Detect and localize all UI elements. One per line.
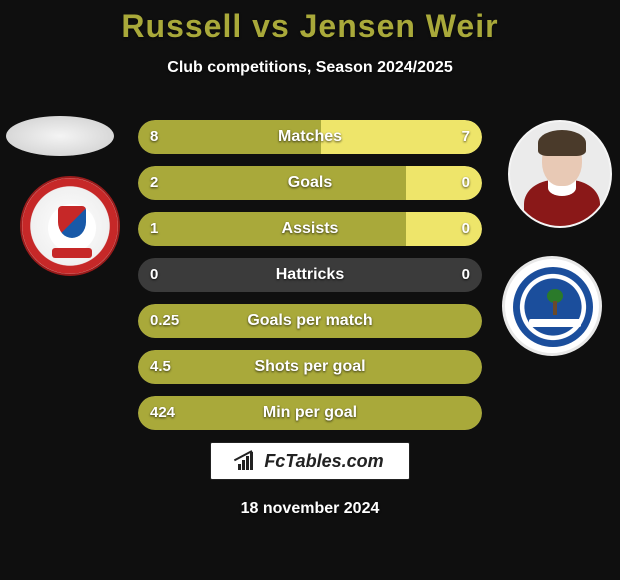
stats-container: Matches87Goals20Assists10Hattricks00Goal… xyxy=(138,120,482,442)
stat-value-left: 4.5 xyxy=(150,350,171,384)
fctables-logo: FcTables.com xyxy=(210,442,410,480)
stat-row: Goals per match0.25 xyxy=(138,304,482,338)
stat-label: Assists xyxy=(138,212,482,246)
stat-label: Goals per match xyxy=(138,304,482,338)
date-text: 18 november 2024 xyxy=(0,500,620,518)
stat-label: Hattricks xyxy=(138,258,482,292)
chart-icon xyxy=(236,452,258,470)
player-left-avatar xyxy=(6,116,114,156)
stat-value-left: 1 xyxy=(150,212,158,246)
stat-row: Matches8 7 xyxy=(138,120,482,154)
stat-label: Goals xyxy=(138,166,482,200)
stat-value-left: 2 xyxy=(150,166,158,200)
barnsley-badge xyxy=(20,176,120,276)
stat-value-left: 0.25 xyxy=(150,304,179,338)
page-title: Russell vs Jensen Weir xyxy=(0,0,620,45)
stat-value-right: 7 xyxy=(462,120,470,154)
stat-label: Min per goal xyxy=(138,396,482,430)
stat-value-left: 8 xyxy=(150,120,158,154)
stat-value-right: 0 xyxy=(462,258,470,292)
subtitle: Club competitions, Season 2024/2025 xyxy=(0,59,620,77)
player-right-avatar xyxy=(508,120,612,228)
stat-label: Matches xyxy=(138,120,482,154)
stat-value-right: 0 xyxy=(462,212,470,246)
stat-row: Min per goal424 xyxy=(138,396,482,430)
stat-row: Shots per goal4.5 xyxy=(138,350,482,384)
stat-label: Shots per goal xyxy=(138,350,482,384)
stat-value-left: 424 xyxy=(150,396,175,430)
stat-row: Hattricks0 0 xyxy=(138,258,482,292)
stat-row: Assists1 0 xyxy=(138,212,482,246)
brand-text: FcTables.com xyxy=(264,451,383,472)
stat-row: Goals2 0 xyxy=(138,166,482,200)
stat-value-left: 0 xyxy=(150,258,158,292)
wigan-badge xyxy=(502,256,602,356)
stat-value-right: 0 xyxy=(462,166,470,200)
